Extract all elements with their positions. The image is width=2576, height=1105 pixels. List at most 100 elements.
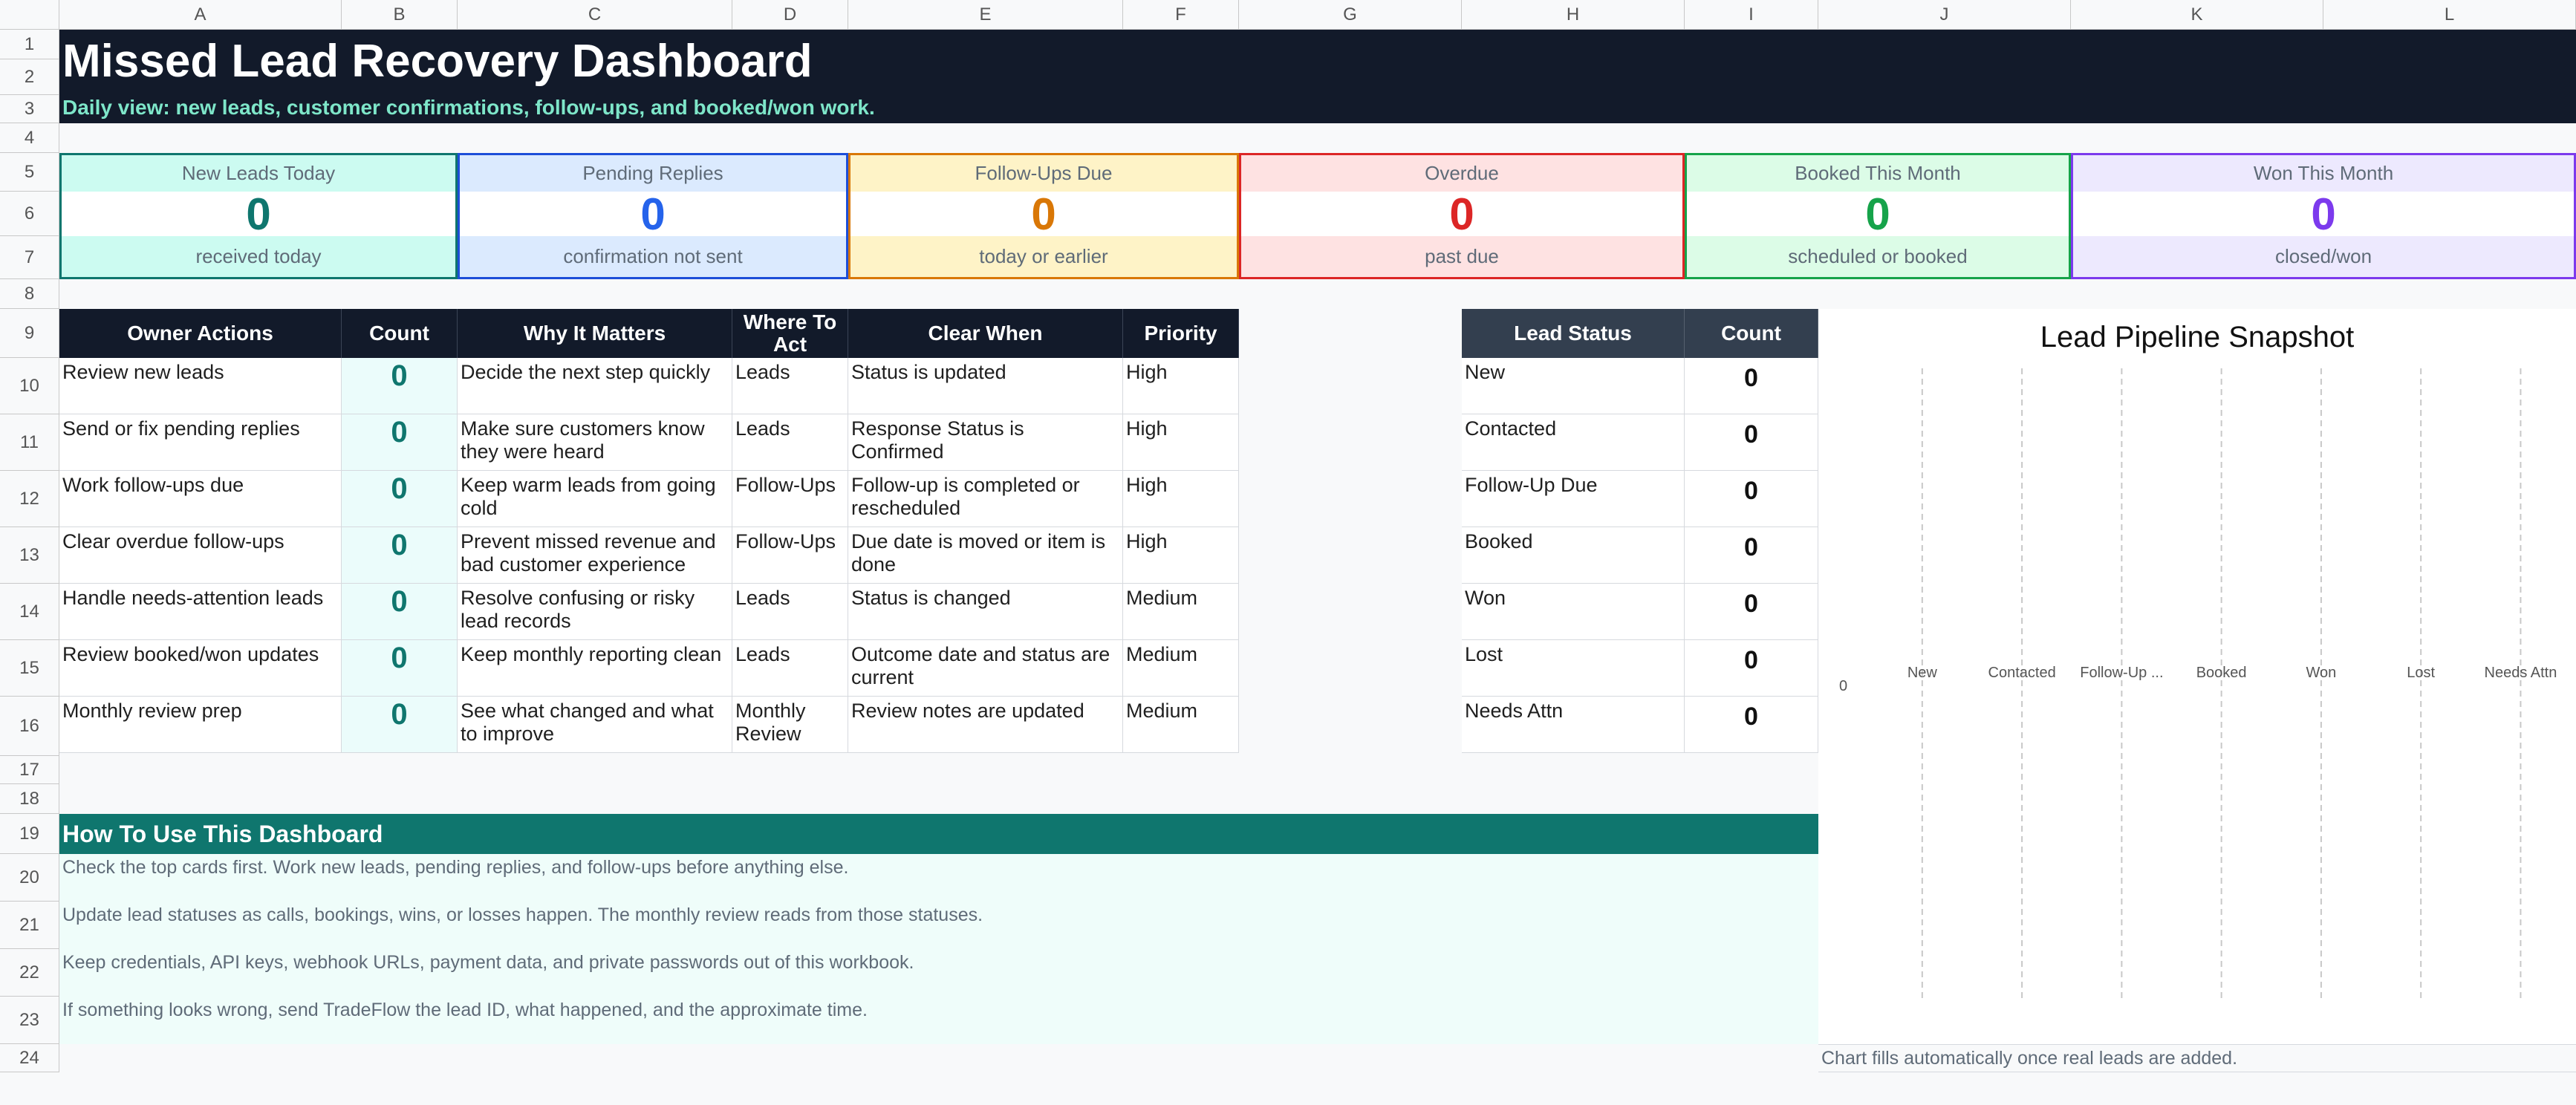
- action-action[interactable]: Work follow-ups due: [59, 471, 342, 527]
- row-header-23[interactable]: 23: [0, 997, 59, 1044]
- row-header-6[interactable]: 6: [0, 192, 59, 236]
- column-header-a[interactable]: A: [59, 0, 342, 30]
- row-header-24[interactable]: 24: [0, 1044, 59, 1072]
- status-count[interactable]: 0: [1685, 414, 1818, 471]
- action-why[interactable]: Resolve confusing or risky lead records: [458, 584, 732, 640]
- action-clear[interactable]: Response Status is Confirmed: [848, 414, 1123, 471]
- action-why[interactable]: Make sure customers know they were heard: [458, 414, 732, 471]
- row-header-1[interactable]: 1: [0, 30, 59, 59]
- column-header-c[interactable]: C: [458, 0, 732, 30]
- row-header-17[interactable]: 17: [0, 756, 59, 784]
- action-where[interactable]: Follow-Ups: [732, 471, 848, 527]
- action-clear[interactable]: Follow-up is completed or rescheduled: [848, 471, 1123, 527]
- column-header-e[interactable]: E: [848, 0, 1123, 30]
- row-header-7[interactable]: 7: [0, 236, 59, 279]
- page-subtitle: Daily view: new leads, customer confirma…: [62, 96, 875, 119]
- action-clear[interactable]: Status is changed: [848, 584, 1123, 640]
- action-clear[interactable]: Outcome date and status are current: [848, 640, 1123, 697]
- column-header-j[interactable]: J: [1818, 0, 2071, 30]
- column-header-k[interactable]: K: [2071, 0, 2323, 30]
- status-count[interactable]: 0: [1685, 358, 1818, 414]
- status-name[interactable]: Follow-Up Due: [1462, 471, 1685, 527]
- action-priority[interactable]: High: [1123, 527, 1239, 584]
- action-priority[interactable]: Medium: [1123, 640, 1239, 697]
- action-count[interactable]: 0: [342, 527, 458, 584]
- column-header-d[interactable]: D: [732, 0, 848, 30]
- action-clear[interactable]: Review notes are updated: [848, 697, 1123, 753]
- row-header-13[interactable]: 13: [0, 527, 59, 584]
- row-header-18[interactable]: 18: [0, 784, 59, 814]
- action-count[interactable]: 0: [342, 471, 458, 527]
- status-header-1: Count: [1685, 309, 1818, 358]
- action-why[interactable]: Decide the next step quickly: [458, 358, 732, 414]
- kpi-card: Booked This Month 0 scheduled or booked: [1685, 153, 2071, 279]
- kpi-caption: received today: [62, 236, 455, 277]
- row-header-21[interactable]: 21: [0, 902, 59, 949]
- status-count[interactable]: 0: [1685, 640, 1818, 697]
- row-header-4[interactable]: 4: [0, 123, 59, 153]
- row-header-5[interactable]: 5: [0, 153, 59, 192]
- corner-cell[interactable]: [0, 0, 59, 30]
- status-name[interactable]: Won: [1462, 584, 1685, 640]
- action-why[interactable]: Keep warm leads from going cold: [458, 471, 732, 527]
- column-header-h[interactable]: H: [1462, 0, 1685, 30]
- action-count[interactable]: 0: [342, 584, 458, 640]
- action-priority[interactable]: Medium: [1123, 584, 1239, 640]
- kpi-card: Won This Month 0 closed/won: [2071, 153, 2576, 279]
- row-header-2[interactable]: 2: [0, 59, 59, 95]
- action-where[interactable]: Leads: [732, 358, 848, 414]
- status-name[interactable]: Needs Attn: [1462, 697, 1685, 753]
- action-priority[interactable]: High: [1123, 471, 1239, 527]
- action-action[interactable]: Clear overdue follow-ups: [59, 527, 342, 584]
- row-header-22[interactable]: 22: [0, 949, 59, 997]
- action-action[interactable]: Handle needs-attention leads: [59, 584, 342, 640]
- status-name[interactable]: Booked: [1462, 527, 1685, 584]
- column-header-g[interactable]: G: [1239, 0, 1462, 30]
- action-count[interactable]: 0: [342, 697, 458, 753]
- row-header-11[interactable]: 11: [0, 414, 59, 471]
- row-header-14[interactable]: 14: [0, 584, 59, 640]
- action-where[interactable]: Leads: [732, 414, 848, 471]
- action-where[interactable]: Leads: [732, 584, 848, 640]
- status-name[interactable]: New: [1462, 358, 1685, 414]
- status-count[interactable]: 0: [1685, 697, 1818, 753]
- status-count[interactable]: 0: [1685, 527, 1818, 584]
- column-header-f[interactable]: F: [1123, 0, 1239, 30]
- row-header-20[interactable]: 20: [0, 854, 59, 902]
- row-header-3[interactable]: 3: [0, 95, 59, 123]
- action-why[interactable]: See what changed and what to improve: [458, 697, 732, 753]
- status-name[interactable]: Contacted: [1462, 414, 1685, 471]
- action-priority[interactable]: High: [1123, 414, 1239, 471]
- row-header-16[interactable]: 16: [0, 697, 59, 756]
- action-where[interactable]: Monthly Review: [732, 697, 848, 753]
- action-action[interactable]: Review new leads: [59, 358, 342, 414]
- column-header-i[interactable]: I: [1685, 0, 1818, 30]
- action-where[interactable]: Leads: [732, 640, 848, 697]
- row-header-10[interactable]: 10: [0, 358, 59, 414]
- action-action[interactable]: Send or fix pending replies: [59, 414, 342, 471]
- action-count[interactable]: 0: [342, 640, 458, 697]
- action-why[interactable]: Keep monthly reporting clean: [458, 640, 732, 697]
- action-count[interactable]: 0: [342, 358, 458, 414]
- row-header-9[interactable]: 9: [0, 309, 59, 358]
- status-count[interactable]: 0: [1685, 471, 1818, 527]
- status-name[interactable]: Lost: [1462, 640, 1685, 697]
- kpi-value: 0: [1687, 189, 2069, 239]
- pipeline-chart[interactable]: Lead Pipeline Snapshot New Contacted Follo…: [1818, 309, 2576, 1044]
- action-where[interactable]: Follow-Ups: [732, 527, 848, 584]
- row-header-12[interactable]: 12: [0, 471, 59, 527]
- column-header-l[interactable]: L: [2323, 0, 2576, 30]
- row-header-19[interactable]: 19: [0, 814, 59, 854]
- status-count[interactable]: 0: [1685, 584, 1818, 640]
- action-why[interactable]: Prevent missed revenue and bad customer …: [458, 527, 732, 584]
- column-header-b[interactable]: B: [342, 0, 458, 30]
- action-priority[interactable]: Medium: [1123, 697, 1239, 753]
- action-action[interactable]: Review booked/won updates: [59, 640, 342, 697]
- action-count[interactable]: 0: [342, 414, 458, 471]
- action-priority[interactable]: High: [1123, 358, 1239, 414]
- row-header-8[interactable]: 8: [0, 279, 59, 309]
- action-clear[interactable]: Due date is moved or item is done: [848, 527, 1123, 584]
- row-header-15[interactable]: 15: [0, 640, 59, 697]
- action-action[interactable]: Monthly review prep: [59, 697, 342, 753]
- action-clear[interactable]: Status is updated: [848, 358, 1123, 414]
